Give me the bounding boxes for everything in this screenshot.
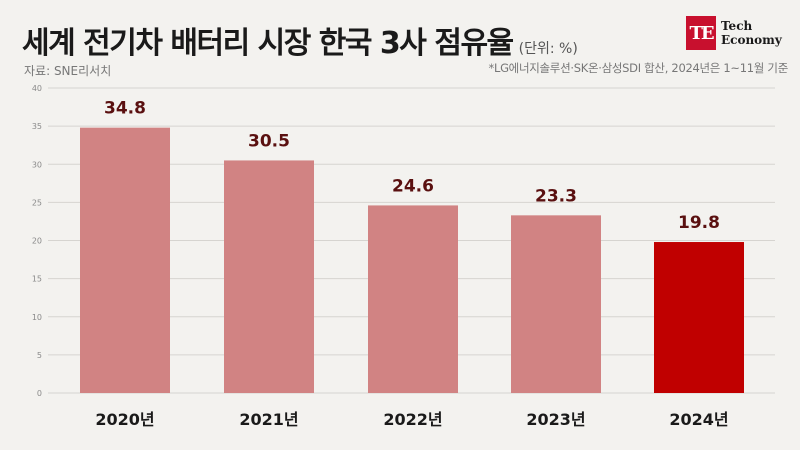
y-tick-label: 35 (32, 122, 42, 131)
x-tick-label: 2022년 (383, 410, 442, 429)
value-label: 34.8 (104, 99, 146, 119)
y-tick-label: 0 (37, 389, 42, 398)
bar-2024년 (654, 242, 744, 393)
y-tick-label: 30 (32, 160, 42, 169)
logo-line-2: Economy (721, 33, 782, 47)
y-tick-label: 20 (32, 237, 42, 246)
bar-2021년 (224, 160, 314, 393)
y-tick-label: 25 (32, 198, 42, 207)
y-tick-label: 10 (32, 313, 42, 322)
tech-economy-logo: TE Tech Economy (686, 16, 782, 50)
source-label: 자료: SNE리서치 (24, 64, 112, 78)
x-tick-label: 2020년 (95, 410, 154, 429)
logo-line-1: Tech (721, 19, 753, 33)
footnote: *LG에너지솔루션·SK온·삼성SDI 합산, 2024년은 1~11월 기준 (488, 61, 789, 75)
value-label: 24.6 (392, 176, 434, 196)
value-label: 19.8 (678, 213, 720, 233)
y-tick-label: 40 (32, 84, 42, 93)
value-label: 23.3 (535, 186, 577, 206)
x-tick-label: 2024년 (669, 410, 728, 429)
logo-mark-icon: TE (686, 16, 716, 50)
value-label: 30.5 (248, 131, 290, 151)
x-tick-label: 2021년 (239, 410, 298, 429)
unit-label: (단위: %) (518, 41, 578, 57)
logo-text: Tech Economy (721, 19, 782, 47)
chart-title: 세계 전기차 배터리 시장 한국 3사 점유율 (22, 26, 514, 61)
title-block: 세계 전기차 배터리 시장 한국 3사 점유율 (단위: %) (22, 18, 578, 62)
bar-2020년 (80, 127, 170, 394)
bar-2023년 (511, 215, 601, 393)
x-tick-label: 2023년 (526, 410, 585, 429)
bar-2022년 (368, 205, 458, 393)
y-tick-label: 5 (37, 351, 42, 360)
y-tick-label: 15 (32, 275, 42, 284)
